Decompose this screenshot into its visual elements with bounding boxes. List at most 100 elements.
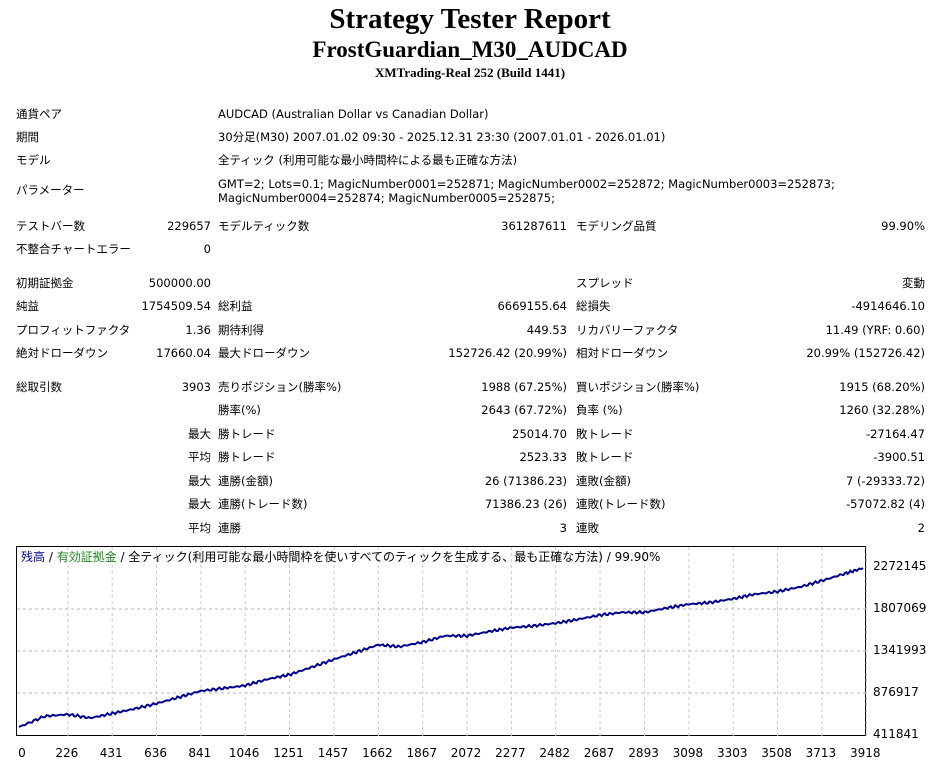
period-label: 期間 xyxy=(16,130,39,144)
y-tick-label: 2272145 xyxy=(873,559,927,573)
stat-value: 最大 xyxy=(188,427,211,441)
stat-label: モデルティック数 xyxy=(218,219,310,233)
stat-value: 2643 (67.72%) xyxy=(481,403,567,417)
stat-label: 敗トレード xyxy=(576,450,634,464)
stat-label: 不整合チャートエラー xyxy=(16,242,131,256)
x-tick-label: 1046 xyxy=(228,746,260,760)
stat-label: 期待利得 xyxy=(218,323,264,337)
x-tick-label: 1867 xyxy=(406,746,437,760)
x-tick-label: 3098 xyxy=(672,746,704,760)
stat-value: 最大 xyxy=(188,474,211,488)
x-tick-label: 1457 xyxy=(317,746,349,760)
params-label: パラメーター xyxy=(16,183,85,197)
balance-plot xyxy=(17,547,867,737)
x-tick-label: 3713 xyxy=(805,746,837,760)
stat-value: 最大 xyxy=(188,497,211,511)
stat-value: -3900.51 xyxy=(873,450,925,464)
stat-value: 26 (71386.23) xyxy=(484,474,567,488)
y-tick-label: 1807069 xyxy=(873,601,927,615)
stat-value: 平均 xyxy=(188,450,211,464)
stat-value: 3 xyxy=(559,521,567,535)
x-tick-label: 841 xyxy=(188,746,212,760)
x-tick-label: 2893 xyxy=(628,746,659,760)
x-tick-label: 3918 xyxy=(849,746,881,760)
stat-label: 売りポジション(勝率%) xyxy=(218,380,342,394)
server-build: XMTrading-Real 252 (Build 1441) xyxy=(374,65,566,80)
stat-label: 連勝(金額) xyxy=(218,474,273,488)
stat-label: 敗トレード xyxy=(576,427,634,441)
x-tick-label: 1662 xyxy=(362,746,393,760)
stat-label: スプレッド xyxy=(576,276,634,290)
x-tick-label: 3508 xyxy=(761,746,792,760)
stat-label: 勝率(%) xyxy=(218,403,261,417)
balance-series-line xyxy=(18,567,864,728)
stat-label: プロフィットファクタ xyxy=(16,323,131,337)
stat-label: 総取引数 xyxy=(16,380,62,394)
stat-value: 71386.23 (26) xyxy=(484,497,567,511)
period-value: 30分足(M30) 2007.01.02 09:30 - 2025.12.31 … xyxy=(218,130,666,144)
stat-value: 449.53 xyxy=(526,323,567,337)
stat-label: 初期証拠金 xyxy=(16,276,74,290)
stat-label: テストバー数 xyxy=(16,219,85,233)
stat-value: 1915 (68.20%) xyxy=(839,380,925,394)
y-tick-label: 1341993 xyxy=(873,643,927,657)
stat-label: 連勝(トレード数) xyxy=(218,497,308,511)
stat-value: 平均 xyxy=(188,521,211,535)
stat-value: 152726.42 (20.99%) xyxy=(448,346,567,360)
stat-value: -27164.47 xyxy=(865,427,925,441)
stat-value: 1754509.54 xyxy=(141,299,211,313)
x-tick-label: 226 xyxy=(55,746,79,760)
x-tick-label: 1251 xyxy=(273,746,304,760)
stat-label: リカバリーファクタ xyxy=(576,323,679,337)
x-tick-label: 2482 xyxy=(539,746,570,760)
stat-label: モデリング品質 xyxy=(576,219,657,233)
stat-value: 2 xyxy=(917,521,925,535)
stat-value: 1988 (67.25%) xyxy=(481,380,567,394)
legend-balance: 残高 xyxy=(21,550,46,564)
strategy-name: FrostGuardian_M30_AUDCAD xyxy=(312,37,628,62)
stat-value: 3903 xyxy=(181,380,211,394)
stat-value: 6669155.64 xyxy=(497,299,567,313)
stat-value: 17660.04 xyxy=(156,346,211,360)
stat-label: 勝トレード xyxy=(218,450,276,464)
stat-label: 買いポジション(勝率%) xyxy=(576,380,700,394)
stat-value: 229657 xyxy=(167,219,211,233)
stat-value: 11.49 (YRF: 0.60) xyxy=(825,323,925,337)
stat-value: 99.90% xyxy=(881,219,925,233)
x-tick-label: 2687 xyxy=(583,746,615,760)
x-tick-label: 431 xyxy=(99,746,123,760)
stat-value: 1260 (32.28%) xyxy=(839,403,925,417)
stat-value: 361287611 xyxy=(501,219,567,233)
model-value: 全ティック (利用可能な最小時間枠による最も正確な方法) xyxy=(218,153,518,167)
stat-value: 2523.33 xyxy=(519,450,567,464)
legend-equity: 有効証拠金 xyxy=(56,550,117,564)
x-tick-label: 3303 xyxy=(716,746,748,760)
y-tick-label: 876917 xyxy=(873,685,919,699)
model-label: モデル xyxy=(16,153,51,167)
stat-value: 500000.00 xyxy=(148,276,211,290)
x-tick-label: 2072 xyxy=(450,746,482,760)
stat-label: 絶対ドローダウン xyxy=(16,346,108,360)
params-value: GMT=2; Lots=0.1; MagicNumber0001=252871;… xyxy=(218,177,835,205)
stat-value: 変動 xyxy=(902,276,925,290)
pair-value: AUDCAD (Australian Dollar vs Canadian Do… xyxy=(218,107,489,121)
x-tick-label: 0 xyxy=(18,746,26,760)
balance-chart xyxy=(16,546,867,737)
stat-label: 相対ドローダウン xyxy=(576,346,668,360)
stat-label: 総利益 xyxy=(218,299,253,313)
stat-label: 連敗(金額) xyxy=(576,474,631,488)
stat-value: -4914646.10 xyxy=(851,299,925,313)
stat-value: 25014.70 xyxy=(512,427,567,441)
stat-label: 連勝 xyxy=(218,521,241,535)
stat-value: -57072.82 (4) xyxy=(846,497,925,511)
stat-label: 連敗 xyxy=(576,521,599,535)
stat-label: 純益 xyxy=(16,299,39,313)
chart-legend: 残高 / 有効証拠金 / 全ティック(利用可能な最小時間枠を使いすべてのティック… xyxy=(21,549,660,565)
report-title: Strategy Tester Report xyxy=(329,3,611,35)
stat-label: 負率 (%) xyxy=(576,403,623,417)
legend-rest: / 全ティック(利用可能な最小時間枠を使いすべてのティックを生成する、最も正確な… xyxy=(116,550,661,564)
legend-sep: / xyxy=(45,550,57,564)
x-tick-label: 2277 xyxy=(495,746,526,760)
stat-value: 0 xyxy=(203,242,211,256)
pair-label: 通貨ペア xyxy=(16,107,62,121)
